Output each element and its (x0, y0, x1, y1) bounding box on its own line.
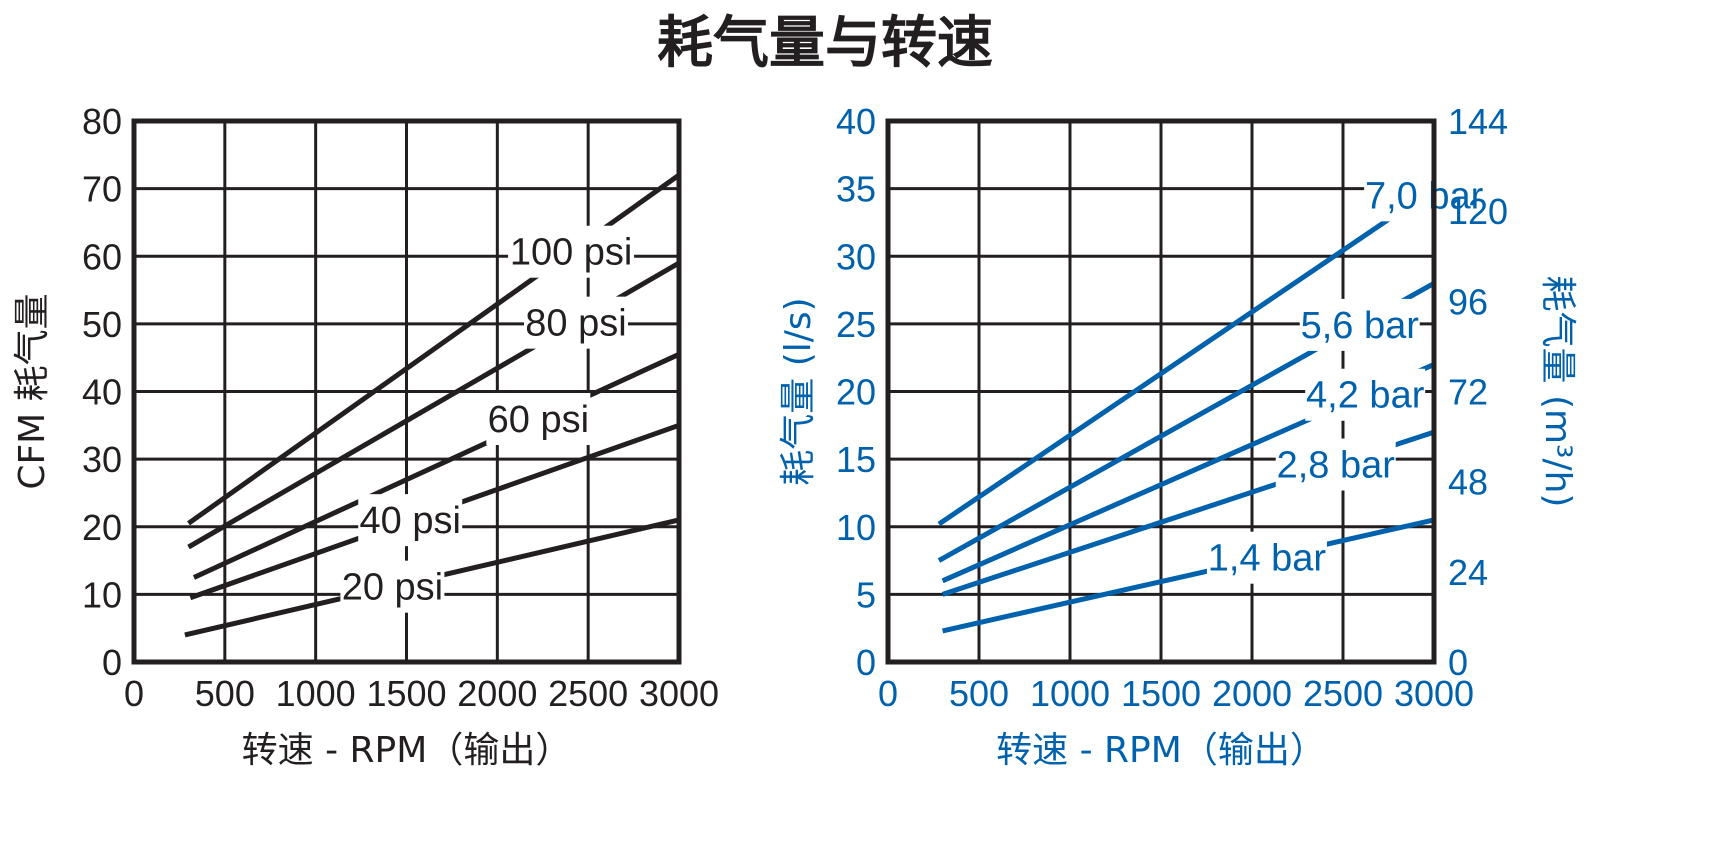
series-label: 60 psi (488, 399, 589, 441)
series-label-bg (1275, 438, 1396, 491)
y-right-tick-label: 0 (1448, 642, 1468, 683)
series-label: 40 psi (360, 500, 461, 542)
axis-labels: 转速 - RPM（输出） 耗气量 (l/s) 耗气量 (m³/h) (778, 276, 1578, 771)
y-axis-label: CFM 耗气量 (12, 293, 53, 489)
x-axis-label: 转速 - RPM（输出） (996, 730, 1326, 771)
plot-frame (885, 118, 1437, 665)
x-tick-label: 1000 (1030, 673, 1110, 714)
y-tick-label: 20 (836, 372, 876, 413)
x-tick-label: 1000 (276, 673, 356, 714)
series-label-bg (358, 494, 463, 547)
tick-labels: 0 500 1000 1500 2000 2500 30000510152025303540… (836, 101, 1508, 714)
series-label-bg (508, 225, 635, 278)
y-right-tick-label: 72 (1448, 372, 1488, 413)
series-line (942, 517, 1435, 634)
y-tick-label: 30 (836, 236, 876, 277)
y-right-tick-label: 48 (1448, 462, 1488, 503)
y-tick-label: 10 (836, 507, 876, 548)
y-tick-label: 80 (82, 101, 122, 142)
y-tick-label: 30 (82, 439, 122, 480)
series-label-bg (1206, 531, 1327, 584)
x-tick-label: 500 (195, 673, 255, 714)
series-label: 7,0 bar (1365, 175, 1484, 217)
series-label: 20 psi (342, 567, 443, 609)
series-label-bg (486, 393, 591, 446)
series-label: 100 psi (510, 232, 633, 274)
plot-frame (131, 118, 682, 665)
y-right-tick-label: 96 (1448, 281, 1488, 322)
x-tick-label: 1500 (366, 673, 446, 714)
series-line (937, 186, 1436, 527)
y-tick-label: 15 (836, 439, 876, 480)
x-tick-label: 2000 (457, 673, 537, 714)
figure-title: 耗气量与转速 (657, 11, 993, 76)
x-tick-label: 2000 (1212, 673, 1292, 714)
series-label-bg (523, 296, 628, 349)
series-label-bg (1299, 298, 1420, 351)
y-tick-label: 40 (82, 372, 122, 413)
y-right-tick-label: 120 (1448, 191, 1508, 232)
series-label: 80 psi (525, 303, 626, 345)
tick-labels: 0 500 1000 1500 2000 2500 30000102030405060708… (82, 101, 719, 714)
x-tick-label: 2500 (1303, 673, 1383, 714)
series-label-bg (340, 560, 445, 613)
y-tick-label: 10 (82, 574, 122, 615)
series-label: 4,2 bar (1306, 375, 1425, 417)
axis-labels: 转速 - RPM（输出） CFM 耗气量 (12, 293, 571, 771)
y-tick-label: 20 (82, 507, 122, 548)
x-axis-label: 转速 - RPM（输出） (242, 730, 572, 771)
y-axis-label-right: 耗气量 (m³/h) (1537, 276, 1578, 508)
y-right-tick-label: 24 (1448, 552, 1488, 593)
series-label-bg (1364, 169, 1485, 222)
series-label: 5,6 bar (1301, 305, 1420, 347)
x-tick-label: 3000 (639, 673, 719, 714)
y-tick-label: 5 (856, 574, 876, 615)
y-tick-label: 0 (856, 642, 876, 683)
series-label: 2,8 bar (1277, 445, 1396, 487)
series-lines: 7,0 bar 5,6 bar 4,2 bar 2,8 bar 1,4 bar (937, 169, 1485, 634)
series-label: 1,4 bar (1208, 538, 1327, 580)
y-tick-label: 50 (82, 304, 122, 345)
y-tick-label: 25 (836, 304, 876, 345)
y-tick-label: 70 (82, 169, 122, 210)
y-right-tick-label: 144 (1448, 101, 1508, 142)
series-label-bg (1305, 368, 1426, 421)
y-tick-label: 60 (82, 236, 122, 277)
y-tick-label: 0 (102, 642, 122, 683)
y-tick-label: 40 (836, 101, 876, 142)
x-tick-label: 0 (878, 673, 898, 714)
x-tick-label: 2500 (548, 673, 628, 714)
series-line (192, 352, 681, 580)
y-axis-label-left: 耗气量 (l/s) (778, 297, 819, 485)
x-tick-label: 3000 (1394, 673, 1474, 714)
x-tick-label: 0 (124, 673, 144, 714)
y-tick-label: 35 (836, 169, 876, 210)
series-lines: 100 psi 80 psi 60 psi 40 psi 20 psi (184, 173, 681, 638)
x-tick-label: 500 (949, 673, 1009, 714)
x-tick-label: 1500 (1121, 673, 1201, 714)
